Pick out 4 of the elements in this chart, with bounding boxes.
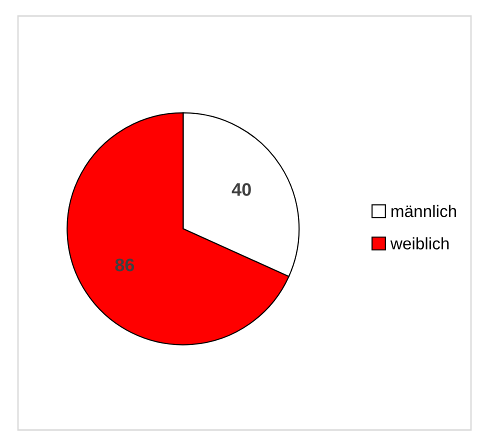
legend-label: männlich xyxy=(392,204,456,218)
legend-label: weiblich xyxy=(390,237,449,250)
data-label: 40 xyxy=(232,183,251,196)
data-label: 86 xyxy=(115,258,134,272)
